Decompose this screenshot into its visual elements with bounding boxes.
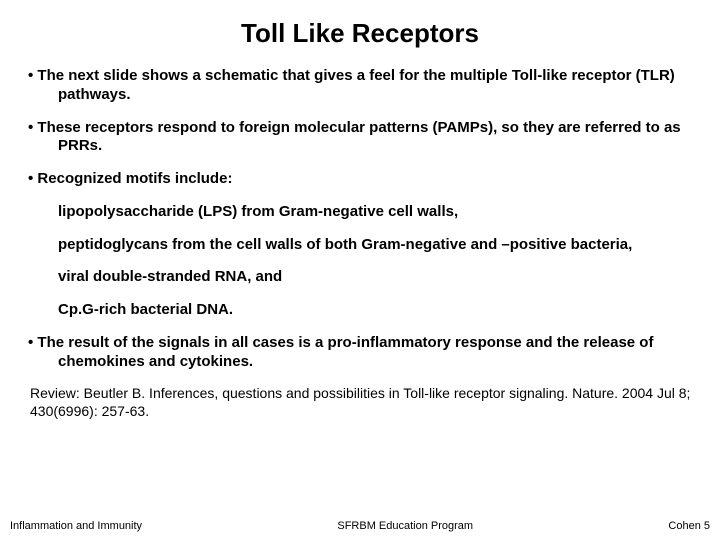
sub-item: viral double-stranded RNA, and bbox=[22, 268, 698, 287]
bullet-item: These receptors respond to foreign molec… bbox=[22, 119, 698, 157]
footer-center: SFRBM Education Program bbox=[337, 520, 473, 532]
bullet-item: Recognized motifs include: bbox=[22, 170, 698, 189]
footer: Inflammation and Immunity SFRBM Educatio… bbox=[0, 520, 720, 532]
sub-item: lipopolysaccharide (LPS) from Gram-negat… bbox=[22, 203, 698, 222]
slide-title: Toll Like Receptors bbox=[22, 18, 698, 49]
bullet-list: The next slide shows a schematic that gi… bbox=[22, 67, 698, 371]
bullet-item: The next slide shows a schematic that gi… bbox=[22, 67, 698, 105]
sub-item: Cp.G-rich bacterial DNA. bbox=[22, 301, 698, 320]
review-citation: Review: Beutler B. Inferences, questions… bbox=[22, 385, 698, 420]
footer-right: Cohen 5 bbox=[668, 520, 710, 532]
footer-left: Inflammation and Immunity bbox=[10, 520, 142, 532]
slide: Toll Like Receptors The next slide shows… bbox=[0, 0, 720, 540]
bullet-item: The result of the signals in all cases i… bbox=[22, 334, 698, 372]
sub-item: peptidoglycans from the cell walls of bo… bbox=[22, 236, 698, 255]
